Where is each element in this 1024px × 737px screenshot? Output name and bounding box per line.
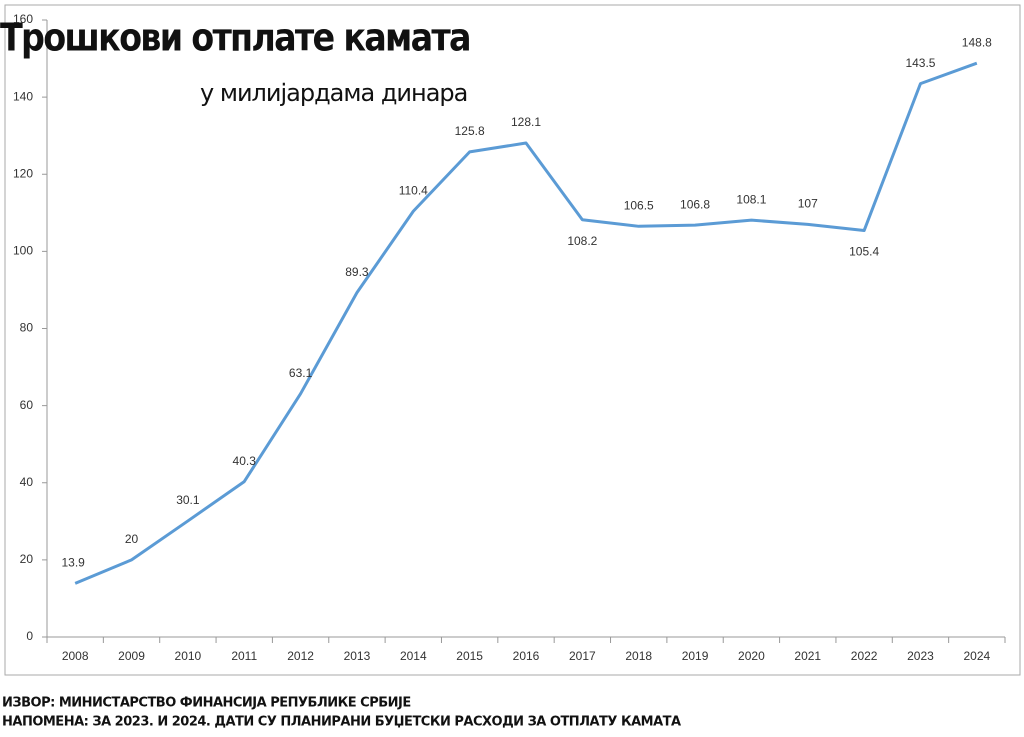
x-tick-label: 2021 — [794, 649, 821, 663]
data-label: 40.3 — [233, 454, 257, 468]
y-tick-label: 60 — [20, 398, 34, 412]
y-tick-label: 140 — [13, 89, 33, 103]
data-label: 20 — [125, 532, 139, 546]
x-tick-label: 2022 — [851, 649, 878, 663]
x-tick-label: 2018 — [625, 649, 652, 663]
y-tick-label: 80 — [20, 321, 34, 335]
data-label: 125.8 — [455, 124, 485, 138]
x-tick-label: 2010 — [175, 649, 202, 663]
x-tick-label: 2009 — [118, 649, 145, 663]
source-note: ИЗВОР: МИНИСТАРСТВО ФИНАНСИЈА РЕПУБЛИКЕ … — [2, 696, 411, 711]
y-tick-label: 20 — [20, 552, 34, 566]
data-label: 128.1 — [511, 115, 541, 129]
x-tick-label: 2024 — [963, 649, 990, 663]
x-tick-label: 2019 — [682, 649, 709, 663]
y-tick-label: 120 — [13, 166, 33, 180]
data-label: 63.1 — [289, 366, 313, 380]
data-label: 108.1 — [736, 192, 766, 206]
chart-title: Трошкови отплате камата — [0, 17, 470, 61]
y-tick-label: 40 — [20, 475, 34, 489]
y-tick-label: 100 — [13, 244, 33, 258]
data-label: 30.1 — [176, 493, 200, 507]
data-label: 108.2 — [567, 234, 597, 248]
x-tick-label: 2008 — [62, 649, 89, 663]
x-tick-label: 2011 — [231, 649, 257, 663]
data-label: 13.9 — [61, 556, 85, 570]
data-label: 110.4 — [399, 183, 428, 197]
x-tick-label: 2023 — [907, 649, 934, 663]
data-label: 106.5 — [624, 198, 654, 212]
footnote: НАПОМЕНА: ЗА 2023. И 2024. ДАТИ СУ ПЛАНИ… — [2, 715, 681, 730]
x-tick-label: 2012 — [287, 649, 314, 663]
data-label: 89.3 — [345, 265, 369, 279]
chart-frame — [4, 4, 1021, 676]
y-tick-label: 0 — [26, 629, 33, 643]
chart-subtitle: у милијардама динара — [200, 79, 467, 107]
data-label: 143.5 — [905, 56, 935, 70]
x-tick-label: 2016 — [513, 649, 540, 663]
x-tick-label: 2017 — [569, 649, 596, 663]
x-tick-label: 2013 — [344, 649, 371, 663]
data-label: 148.8 — [962, 35, 992, 49]
data-label: 106.8 — [680, 197, 710, 211]
line — [74, 61, 978, 585]
data-label: 107 — [798, 197, 818, 211]
x-tick-label: 2014 — [400, 649, 427, 663]
x-tick-label: 2020 — [738, 649, 765, 663]
x-tick-label: 2015 — [456, 649, 483, 663]
y-tick-label: 160 — [13, 12, 33, 26]
data-label: 105.4 — [849, 245, 879, 259]
